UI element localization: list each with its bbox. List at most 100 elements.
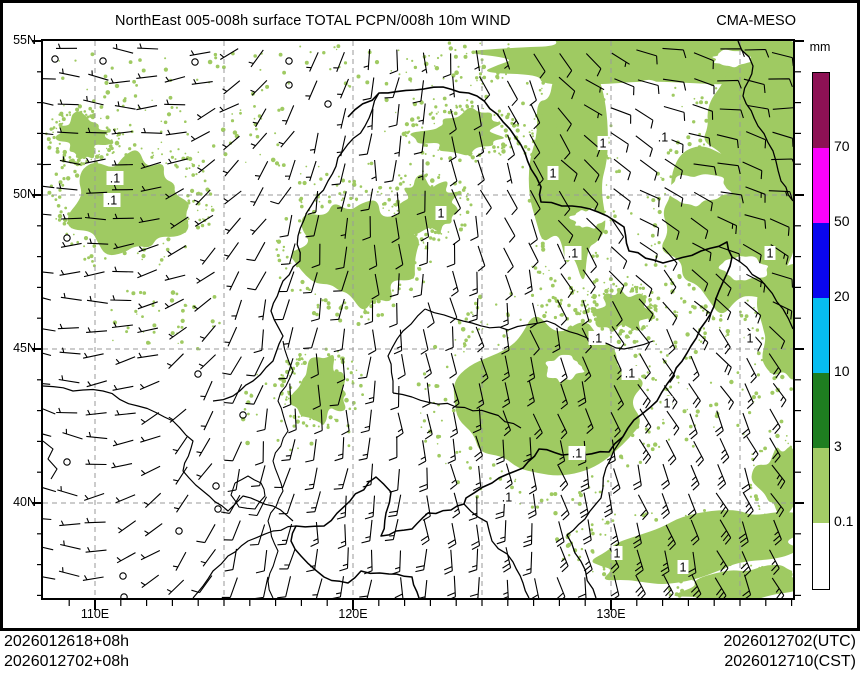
contour-label-box xyxy=(661,396,673,410)
colorbar-segment xyxy=(813,373,829,448)
contour-label-box xyxy=(621,366,639,380)
lon-label-110e: 110E xyxy=(80,607,110,621)
footer-init-time-2: 2026012702+08h xyxy=(4,653,130,670)
lat-label-40n: 40N xyxy=(13,495,36,509)
contour-label-box xyxy=(611,546,623,560)
map-border xyxy=(267,340,294,598)
map-border xyxy=(392,392,522,429)
lat-label-50n: 50N xyxy=(13,187,36,201)
calm-wind-circle xyxy=(175,527,183,535)
calm-wind-circle xyxy=(212,482,220,490)
colorbar-unit-label: mm xyxy=(809,40,831,54)
contour-label-box xyxy=(744,331,756,345)
precip-area xyxy=(592,510,793,584)
contour-label-box xyxy=(764,246,776,260)
footer-valid-utc: 2026012702(UTC) xyxy=(723,633,856,650)
contour-label: .1 xyxy=(625,367,635,381)
contour-label-box xyxy=(597,136,609,150)
contour-label: 1 xyxy=(550,167,557,181)
map-border xyxy=(463,503,530,598)
precip-area xyxy=(756,263,793,380)
map-border xyxy=(627,256,733,429)
contour-label-box xyxy=(654,130,672,144)
calm-wind-circle xyxy=(194,370,202,378)
contour-label: 1 xyxy=(600,137,607,151)
precip-area xyxy=(289,354,346,424)
contour-label-box xyxy=(677,560,689,574)
calm-wind-circle xyxy=(99,57,107,65)
map-border xyxy=(731,256,793,330)
map-border xyxy=(424,308,654,350)
contour-label: .1 xyxy=(592,332,602,346)
map-border xyxy=(387,308,426,393)
contour-label: 1 xyxy=(664,397,671,411)
lon-label-120e: 120E xyxy=(338,607,368,621)
wind-barbs-layer xyxy=(43,43,793,598)
map-border xyxy=(192,525,297,598)
precip-colorbar xyxy=(812,72,830,590)
colorbar-segment xyxy=(813,148,829,223)
contour-label: .1 xyxy=(107,194,117,208)
calm-wind-circle xyxy=(324,100,332,108)
map-canvas: .1 .1 1 .1 1 .1 1 .1 .1 1 .1 .1 1 1 1 1 xyxy=(43,41,793,598)
contour-label-box xyxy=(435,206,447,220)
precip-area xyxy=(55,111,112,160)
calm-wind-circle xyxy=(285,57,293,65)
calm-wind-circle xyxy=(239,411,247,419)
lon-label-130e: 130E xyxy=(596,607,626,621)
chart-title: NorthEast 005-008h surface TOTAL PCPN/00… xyxy=(115,13,511,29)
map-border xyxy=(566,427,629,598)
map-border xyxy=(463,427,629,505)
contour-label: .1 xyxy=(502,491,512,505)
footer-valid-cst: 2026012710(CST) xyxy=(724,653,856,670)
chart-outer-frame xyxy=(0,0,860,631)
precip-area xyxy=(67,150,189,256)
contour-label: 1 xyxy=(767,247,774,261)
precip-area xyxy=(674,564,793,598)
map-border xyxy=(347,86,733,264)
calm-wind-circle xyxy=(63,458,71,466)
map-border xyxy=(737,41,793,202)
calm-wind-circle xyxy=(285,81,293,89)
lat-label-45n: 45N xyxy=(13,341,36,355)
contour-label: 1 xyxy=(747,332,754,346)
precip-area xyxy=(453,316,643,476)
colorbar-tick-label: 50 xyxy=(834,213,850,229)
contour-label: .1 xyxy=(110,172,120,186)
map-border xyxy=(43,440,58,480)
footer-init-time-1: 2026012618+08h xyxy=(4,633,130,650)
calm-wind-circle xyxy=(214,505,222,513)
calm-wind-circle xyxy=(120,593,128,598)
model-name: CMA-MESO xyxy=(716,13,796,29)
contour-label-box xyxy=(564,246,582,260)
colorbar-segment xyxy=(813,523,829,589)
contour-label: .1 xyxy=(572,447,582,461)
calm-wind-circle xyxy=(51,55,59,63)
contour-label-box xyxy=(106,171,124,185)
colorbar-tick-label: 10 xyxy=(834,363,850,379)
map-border xyxy=(212,92,380,402)
contour-label-box xyxy=(547,166,559,180)
contour-label: 1 xyxy=(438,207,445,221)
colorbar-tick-label: 70 xyxy=(834,138,850,154)
contour-label-box xyxy=(498,490,516,504)
colorbar-tick-label: 0.1 xyxy=(834,513,854,529)
colorbar-segment xyxy=(813,73,829,148)
calm-wind-circle xyxy=(119,572,127,580)
precip-area xyxy=(471,41,793,85)
calm-wind-circle xyxy=(63,234,71,242)
calm-wind-circle xyxy=(191,58,199,66)
contour-label-box xyxy=(588,331,606,345)
precip-area xyxy=(291,200,419,310)
colorbar-segment xyxy=(813,223,829,298)
map-frame: .1 .1 1 .1 1 .1 1 .1 .1 1 .1 .1 1 1 1 1 xyxy=(41,39,795,600)
colorbar-segment xyxy=(813,298,829,373)
map-border xyxy=(230,475,266,510)
colorbar-tick-label: 3 xyxy=(834,438,842,454)
contour-label-box xyxy=(568,446,586,460)
precip-area xyxy=(751,446,793,516)
contour-label: 1 xyxy=(680,561,687,575)
contour-label: .1 xyxy=(658,131,668,145)
colorbar-segment xyxy=(813,448,829,523)
